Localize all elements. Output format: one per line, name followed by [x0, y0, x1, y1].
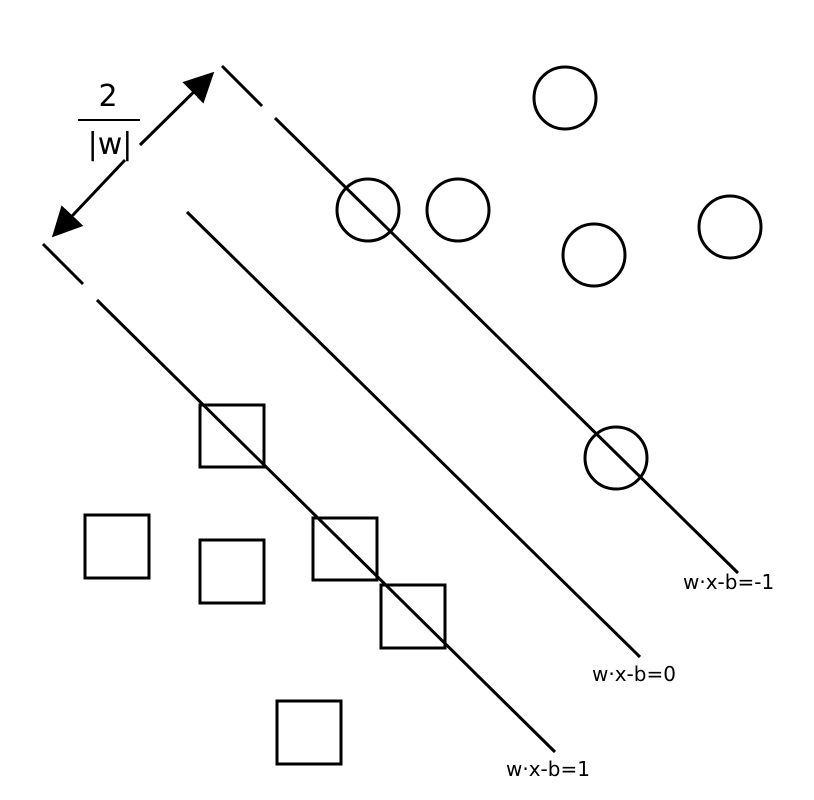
margin-arrow-up: [138, 71, 215, 147]
upper-margin-tick: [220, 64, 264, 108]
decision-boundary-label: w·x-b=0: [592, 662, 676, 686]
decision-boundary-line: [185, 210, 642, 659]
circle-point: [425, 177, 491, 243]
square-point: [275, 699, 343, 766]
square-point: [311, 516, 379, 582]
circle-point: [335, 177, 401, 243]
circle-point: [532, 65, 598, 131]
upper-hyperplane-line: [273, 116, 740, 575]
upper-hyperplane-label: w·x-b=-1: [683, 570, 774, 594]
circle-point: [697, 194, 763, 260]
margin-numerator: 2: [98, 79, 117, 114]
circle-point: [561, 222, 627, 288]
square-point: [198, 538, 266, 605]
square-point: [198, 403, 266, 469]
circle-point: [583, 425, 649, 491]
margin-arrow: [51, 158, 127, 238]
lower-hyperplane-label: w·x-b=1: [506, 757, 590, 781]
square-point: [83, 513, 151, 580]
lower-hyperplane-line: [95, 298, 557, 754]
margin-denominator: |w|: [88, 127, 133, 162]
lower-margin-tick: [41, 242, 85, 286]
square-point: [379, 583, 447, 650]
